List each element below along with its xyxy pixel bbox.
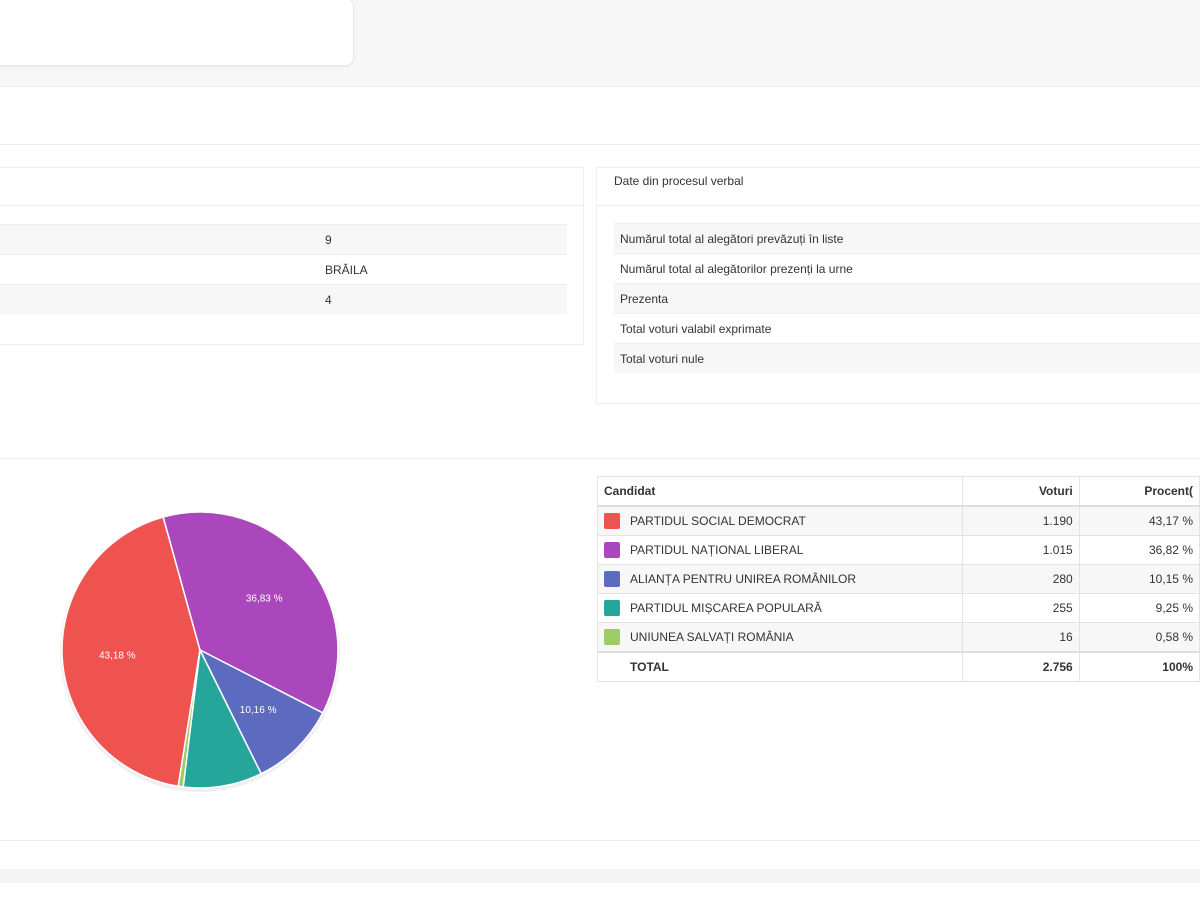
color-swatch	[604, 571, 620, 587]
row-label: Total voturi valabil exprimate	[614, 313, 1200, 344]
row-label	[0, 254, 319, 285]
percent-cell: 43,17 %	[1078, 505, 1200, 536]
table-row: Numărul total al alegători prevăzuți în …	[614, 223, 1200, 254]
candidate-cell: PARTIDUL SOCIAL DEMOCRAT	[597, 505, 963, 536]
footer-band	[0, 869, 1200, 883]
table-row: Prezenta	[614, 283, 1200, 314]
table-row: PARTIDUL SOCIAL DEMOCRAT 1.190 43,17 %	[597, 505, 1200, 536]
pie-chart-svg: 43,18 % 36,83 % 10,16 %	[60, 511, 340, 792]
total-percent: 100%	[1078, 651, 1200, 682]
row-value: 9	[319, 224, 567, 255]
col-header-percent[interactable]: Procent(	[1078, 476, 1200, 507]
candidate-cell: ALIANȚA PENTRU UNIREA ROMÂNILOR	[597, 564, 963, 594]
pie-slice[interactable]	[198, 648, 324, 775]
panel-header-divider	[0, 205, 583, 206]
table-row: PARTIDUL NAȚIONAL LIBERAL 1.015 36,82 %	[597, 535, 1200, 565]
candidate-name: PARTIDUL MIȘCAREA POPULARĂ	[630, 601, 822, 615]
pie-data-label: 36,83 %	[246, 594, 283, 605]
panel-header-divider	[597, 205, 1200, 206]
table-row: BRĂILA	[0, 254, 567, 285]
percent-cell: 36,82 %	[1078, 535, 1200, 565]
candidate-cell: UNIUNEA SALVAȚI ROMÂNIA	[597, 622, 963, 653]
votes-cell: 16	[961, 622, 1080, 653]
pie-slice[interactable]	[182, 647, 263, 789]
search-box[interactable]: ă	[0, 0, 354, 66]
candidate-name: PARTIDUL SOCIAL DEMOCRAT	[630, 514, 806, 528]
section-divider	[0, 144, 1200, 145]
candidate-name: UNIUNEA SALVAȚI ROMÂNIA	[630, 630, 794, 644]
pie-data-label: 43,18 %	[99, 651, 136, 662]
table-header-row: Candidat Voturi Procent(	[597, 476, 1200, 507]
votes-cell: 1.015	[961, 535, 1080, 565]
row-label	[0, 224, 319, 255]
row-label	[0, 284, 319, 314]
candidate-name: ALIANȚA PENTRU UNIREA ROMÂNILOR	[630, 572, 857, 586]
section-divider	[0, 458, 1200, 459]
total-row: TOTAL 2.756 100%	[597, 651, 1200, 682]
table-row: 9	[0, 224, 567, 255]
color-swatch	[604, 629, 620, 645]
col-header-candidate[interactable]: Candidat	[597, 476, 963, 507]
color-swatch	[604, 513, 620, 529]
table-row: PARTIDUL MIȘCAREA POPULARĂ 255 9,25 %	[597, 593, 1200, 623]
panel-title: Date din procesul verbal	[614, 174, 744, 188]
header-band	[0, 98, 1200, 144]
row-value: BRĂILA	[319, 254, 567, 285]
total-label: TOTAL	[597, 651, 963, 682]
table-row: Total voturi nule	[614, 343, 1200, 373]
table-row: ALIANȚA PENTRU UNIREA ROMÂNILOR 280 10,15 …	[597, 564, 1200, 594]
col-header-votes[interactable]: Voturi	[961, 476, 1080, 507]
row-label: Numărul total al alegători prevăzuți în …	[614, 223, 1200, 254]
pie-slice[interactable]	[61, 516, 201, 788]
votes-cell: 280	[961, 564, 1080, 594]
votes-cell: 1.190	[961, 505, 1080, 536]
pie-slice[interactable]	[162, 511, 339, 714]
total-votes: 2.756	[961, 651, 1080, 682]
color-swatch	[604, 600, 620, 616]
top-bar: ă	[0, 0, 1200, 87]
candidate-name: PARTIDUL NAȚIONAL LIBERAL	[630, 543, 804, 557]
percent-cell: 0,58 %	[1078, 622, 1200, 653]
row-label: Prezenta	[614, 283, 1200, 314]
results-pie-chart: 43,18 % 36,83 % 10,16 %	[40, 495, 360, 815]
table-row: 4	[0, 284, 567, 314]
table-row: Total voturi valabil exprimate	[614, 313, 1200, 344]
location-panel: 9 BRĂILA 4	[0, 167, 584, 345]
table-row: Numărul total al alegătorilor prezenți l…	[614, 253, 1200, 284]
row-value: 4	[319, 284, 567, 314]
results-table: Candidat Voturi Procent( PARTIDUL SOCIAL…	[597, 476, 1200, 682]
candidate-cell: PARTIDUL NAȚIONAL LIBERAL	[597, 535, 963, 565]
minutes-table: Numărul total al alegători prevăzuți în …	[614, 223, 1200, 373]
percent-cell: 9,25 %	[1078, 593, 1200, 623]
row-label: Total voturi nule	[614, 343, 1200, 373]
section-divider	[0, 840, 1200, 841]
table-row: UNIUNEA SALVAȚI ROMÂNIA 16 0,58 %	[597, 622, 1200, 653]
minutes-panel: Date din procesul verbal Numărul total a…	[596, 167, 1200, 404]
pie-data-label: 10,16 %	[240, 705, 277, 716]
percent-cell: 10,15 %	[1078, 564, 1200, 594]
color-swatch	[604, 542, 620, 558]
location-table: 9 BRĂILA 4	[0, 224, 567, 314]
pie-slice[interactable]	[177, 649, 201, 788]
votes-cell: 255	[961, 593, 1080, 623]
candidate-cell: PARTIDUL MIȘCAREA POPULARĂ	[597, 593, 963, 623]
row-label: Numărul total al alegătorilor prezenți l…	[614, 253, 1200, 284]
